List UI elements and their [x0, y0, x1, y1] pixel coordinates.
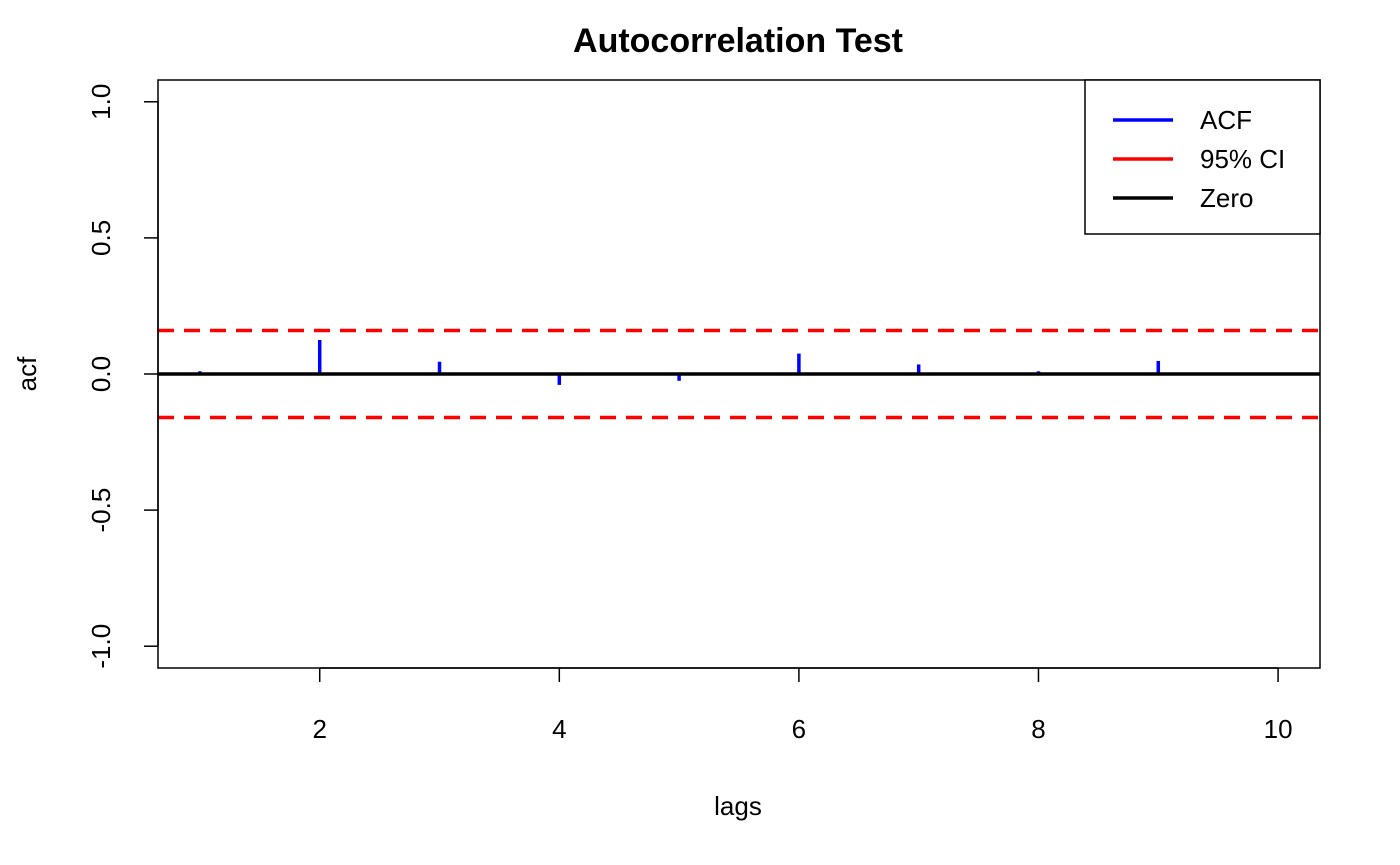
y-tick-label: 0.5	[86, 220, 116, 256]
legend-label: 95% CI	[1200, 144, 1285, 174]
y-axis: -1.0 -0.5 0.0 0.5 1.0	[86, 84, 159, 669]
x-tick-label: 10	[1264, 714, 1293, 744]
y-tick-label: 1.0	[86, 84, 116, 120]
x-axis: 2 4 6 8 10	[312, 667, 1293, 744]
x-tick-label: 6	[792, 714, 806, 744]
x-tick-label: 8	[1031, 714, 1045, 744]
y-axis-label: acf	[12, 356, 42, 391]
chart-title: Autocorrelation Test	[573, 22, 903, 60]
x-tick-label: 4	[552, 714, 566, 744]
legend-label: ACF	[1200, 105, 1252, 135]
y-tick-label: -1.0	[86, 624, 116, 669]
x-axis-label: lags	[714, 791, 762, 821]
y-tick-label: 0.0	[86, 356, 116, 392]
y-tick-label: -0.5	[86, 488, 116, 533]
legend-label: Zero	[1200, 183, 1253, 213]
legend-box	[1084, 79, 1321, 235]
x-tick-label: 2	[312, 714, 326, 744]
legend: ACF 95% CI Zero	[1084, 79, 1321, 235]
